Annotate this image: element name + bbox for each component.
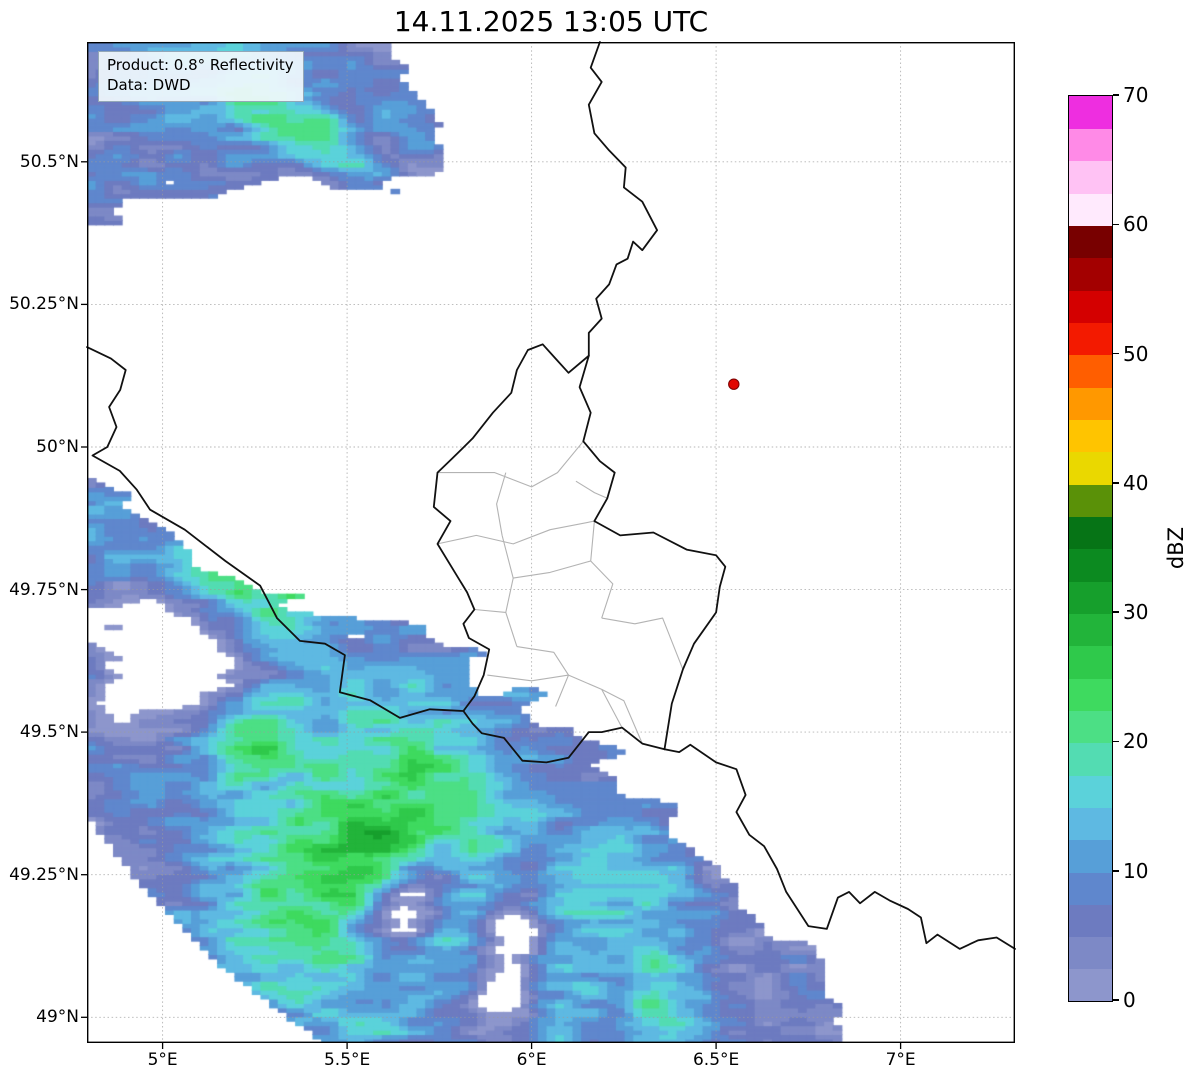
colorbar-segment [1069, 677, 1112, 711]
canton-border [601, 688, 643, 744]
colorbar-tick-label: 40 [1123, 470, 1149, 495]
colorbar-segment [1069, 516, 1112, 550]
product-info-box: Product: 0.8° Reflectivity Data: DWD [98, 51, 304, 102]
colorbar-segment [1069, 613, 1112, 647]
colorbar-segment [1069, 710, 1112, 744]
colorbar-segment [1069, 871, 1112, 905]
colorbar-tick-label: 10 [1123, 858, 1149, 883]
canton-border [437, 520, 595, 545]
lat-tick-label: 49°N [36, 1007, 79, 1028]
country-border-france-belgium [86, 346, 465, 719]
lat-tick-label: 50°N [36, 436, 79, 457]
canton-border [601, 617, 684, 670]
colorbar-segment [1069, 257, 1112, 291]
lat-tick-label: 49.75°N [9, 579, 79, 600]
colorbar-segment [1069, 192, 1112, 227]
colorbar-tick-label: 70 [1123, 83, 1149, 107]
colorbar [1068, 95, 1113, 1002]
canton-border [437, 440, 584, 488]
colorbar-segment [1069, 968, 1112, 1001]
colorbar-segment [1069, 904, 1112, 938]
colorbar-tick-mark [1113, 223, 1119, 226]
colorbar-tick-mark [1113, 999, 1119, 1001]
colorbar-segment [1069, 483, 1112, 517]
colorbar-tick-mark [1113, 482, 1119, 484]
radar-site-marker [728, 378, 740, 390]
colorbar-tick-label: 20 [1123, 729, 1149, 754]
lat-tick-label: 49.5°N [19, 722, 79, 743]
lat-tick-label: 50.5°N [19, 151, 79, 172]
colorbar-tick-mark [1113, 870, 1119, 872]
colorbar-segment [1069, 419, 1112, 453]
colorbar-segment [1069, 580, 1112, 614]
colorbar-segment [1069, 386, 1112, 420]
map-panel: Product: 0.8° Reflectivity Data: DWD [81, 41, 1016, 1049]
map-frame [86, 41, 1015, 1043]
colorbar-segment [1069, 96, 1112, 130]
lon-tick-label: 6°E [516, 1050, 547, 1070]
country-border-belgium-germany [587, 41, 658, 357]
lat-tick-label: 50.25°N [9, 294, 79, 315]
colorbar-segment [1069, 160, 1112, 194]
colorbar-segment [1069, 645, 1112, 679]
colorbar-tick-mark [1113, 94, 1119, 96]
country-border-luxembourg [432, 343, 727, 764]
lon-tick-label: 7°E [885, 1050, 916, 1070]
colorbar-segment [1069, 548, 1112, 582]
figure-title: 14.11.2025 13:05 UTC [393, 5, 709, 38]
colorbar-segment [1069, 225, 1112, 259]
canton-border [487, 674, 623, 728]
colorbar-segment [1069, 354, 1112, 388]
canton-border [590, 521, 614, 619]
canton-border [501, 535, 518, 647]
lon-tick-label: 6.5°E [692, 1050, 740, 1070]
canton-border [575, 480, 608, 499]
colorbar-segment [1069, 322, 1112, 356]
lon-tick-label: 5°E [147, 1050, 178, 1070]
colorbar-tick-mark [1113, 740, 1119, 743]
colorbar-tick-mark [1113, 352, 1119, 355]
colorbar-segment [1069, 807, 1112, 841]
product-label: Product: 0.8° Reflectivity [107, 56, 294, 74]
colorbar-tick-mark [1113, 611, 1119, 613]
colorbar-segment [1069, 774, 1112, 808]
colorbar-segment [1069, 839, 1112, 873]
canton-border [496, 472, 507, 536]
colorbar-segment [1069, 289, 1112, 324]
colorbar-segment [1069, 451, 1112, 485]
colorbar-segment [1069, 936, 1112, 970]
colorbar-gradient [1069, 96, 1112, 1001]
colorbar-segment [1069, 742, 1112, 776]
lat-tick-label: 49.25°N [9, 864, 79, 885]
radar-echo-layer [87, 42, 1015, 1043]
colorbar-tick-label: 50 [1123, 341, 1149, 366]
colorbar-segment [1069, 128, 1112, 162]
colorbar-axis-label: dBZ [1164, 526, 1188, 570]
colorbar-tick-label: 30 [1123, 600, 1149, 625]
canton-border [513, 560, 591, 579]
canton-border [516, 646, 570, 707]
canton-border [474, 608, 506, 613]
data-source-label: Data: DWD [107, 76, 191, 95]
colorbar-tick-label: 60 [1123, 212, 1149, 237]
map-borders-layer [81, 41, 1016, 1049]
colorbar-tick-label: 0 [1123, 988, 1136, 1012]
lon-tick-label: 5.5°E [323, 1050, 371, 1070]
country-border-france-germany [663, 743, 1016, 950]
